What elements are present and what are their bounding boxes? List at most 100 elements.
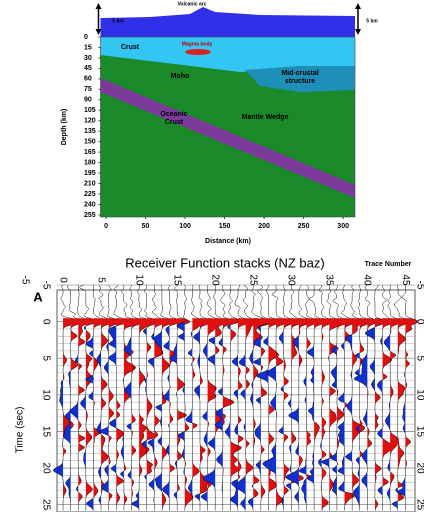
positive-fill — [321, 285, 335, 512]
negative-fill — [285, 285, 299, 512]
annotation: Crust — [121, 44, 140, 51]
negative-fill — [70, 285, 79, 512]
y-tick-label-right: 5 — [414, 355, 424, 361]
panel-label: A — [33, 289, 43, 304]
negative-fill — [253, 285, 261, 512]
negative-fill — [344, 285, 353, 512]
y-tick-label: 135 — [84, 128, 96, 135]
negative-fill — [279, 285, 284, 512]
y-tick-label: 60 — [84, 76, 92, 83]
topography — [100, 7, 355, 37]
positive-fill — [108, 285, 122, 512]
negative-fill — [365, 285, 375, 512]
negative-fill — [108, 285, 117, 512]
crust — [100, 37, 355, 72]
y-tick-label: 255 — [84, 212, 96, 219]
y-tick-label: 10 — [40, 389, 51, 401]
positive-fill — [222, 285, 236, 512]
x-tick-label: 300 — [337, 223, 349, 230]
frame — [100, 36, 356, 218]
annotation: Mid-crustal structure — [281, 70, 318, 85]
y-tick-label: 105 — [84, 107, 96, 114]
y-tick-label: 30 — [84, 55, 92, 62]
positive-fill — [260, 285, 274, 512]
magma-body — [185, 49, 211, 55]
y-tick-label: 120 — [84, 118, 96, 125]
x-tick-label: 35 — [324, 274, 335, 286]
x-tick-label: 50 — [142, 223, 150, 230]
negative-fill — [80, 285, 86, 512]
x-tick-label: -5 — [19, 276, 30, 285]
negative-fill — [120, 285, 124, 512]
arrow-head — [95, 3, 102, 9]
arrow-head — [355, 3, 361, 9]
negative-fill — [392, 285, 398, 512]
x-tick-label: 250 — [298, 223, 310, 230]
wiggle-trace — [224, 285, 242, 511]
annotation: Magma body — [182, 41, 213, 47]
y-tick-label: 195 — [84, 170, 96, 177]
negative-fill — [354, 285, 368, 512]
y-tick-label: 240 — [84, 201, 96, 208]
y-tick-label: 150 — [84, 138, 96, 145]
x-tick-label: 15 — [172, 274, 183, 286]
x-axis-label: Distance (km) — [205, 238, 251, 245]
negative-fill — [63, 285, 71, 512]
negative-fill — [202, 285, 216, 512]
x-tick-label: 25 — [248, 274, 259, 286]
y-tick-label: 165 — [84, 149, 96, 156]
annotation: Oceanic Crust — [160, 111, 187, 126]
positive-fill — [161, 285, 175, 512]
wiggle-panel: Receiver Function stacks (NZ baz) Trace … — [15, 255, 424, 512]
y-tick-label-right: -5 — [414, 281, 424, 290]
positive-fill — [139, 285, 155, 512]
y-tick-label: 20 — [40, 463, 51, 475]
y-tick-label-right: 25 — [414, 499, 424, 511]
negative-fill — [214, 285, 223, 512]
negative-fill — [185, 285, 193, 512]
negative-fill — [142, 285, 147, 512]
x-tick-label: 10 — [133, 274, 144, 286]
negative-fill — [230, 285, 239, 512]
negative-fill — [299, 285, 307, 512]
y-tick-label: 90 — [84, 97, 92, 104]
negative-fill — [353, 285, 360, 512]
negative-fill — [176, 285, 185, 512]
annotation: Moho — [171, 73, 190, 80]
y-tick-label: 0 — [84, 34, 88, 41]
annotation: Volcanic arc — [177, 1, 206, 7]
y-tick-label: 0 — [40, 319, 51, 325]
negative-fill — [397, 285, 406, 512]
x-tick-label: 150 — [219, 223, 231, 230]
x-tick-label: 20 — [210, 274, 221, 286]
y-tick-label-right: 15 — [414, 426, 424, 438]
y-tick-label: 15 — [84, 44, 92, 51]
y-tick-label: 25 — [40, 499, 51, 511]
y-tick-label-right: 0 — [414, 319, 424, 325]
annotation-line: structure — [285, 78, 315, 85]
annotation-line: Oceanic — [160, 111, 187, 118]
negative-fill — [124, 285, 132, 512]
negative-fill — [256, 285, 269, 512]
positive-fill — [199, 285, 213, 512]
positive-fill — [283, 285, 297, 512]
x-tick-label: 0 — [104, 223, 108, 230]
positive-fill — [397, 285, 411, 512]
y-tick-label: 15 — [40, 426, 51, 438]
negative-fill — [99, 285, 109, 512]
x-axis-label: Trace Number — [365, 261, 412, 268]
y-tick-label: 210 — [84, 180, 96, 187]
positive-fill — [268, 285, 282, 512]
wiggle-trace — [397, 285, 419, 511]
negative-fill — [154, 285, 162, 512]
wiggle-trace — [169, 284, 191, 511]
y-axis-label: Time (sec) — [15, 407, 26, 454]
y-tick-label: 5 — [40, 355, 51, 361]
positive-fill — [177, 285, 190, 512]
y-tick-label: 225 — [84, 191, 96, 198]
x-tick-label: 200 — [258, 223, 270, 230]
positive-fill — [85, 285, 98, 512]
annotation-line: Mid-crustal — [281, 70, 318, 77]
negative-fill — [236, 285, 246, 512]
